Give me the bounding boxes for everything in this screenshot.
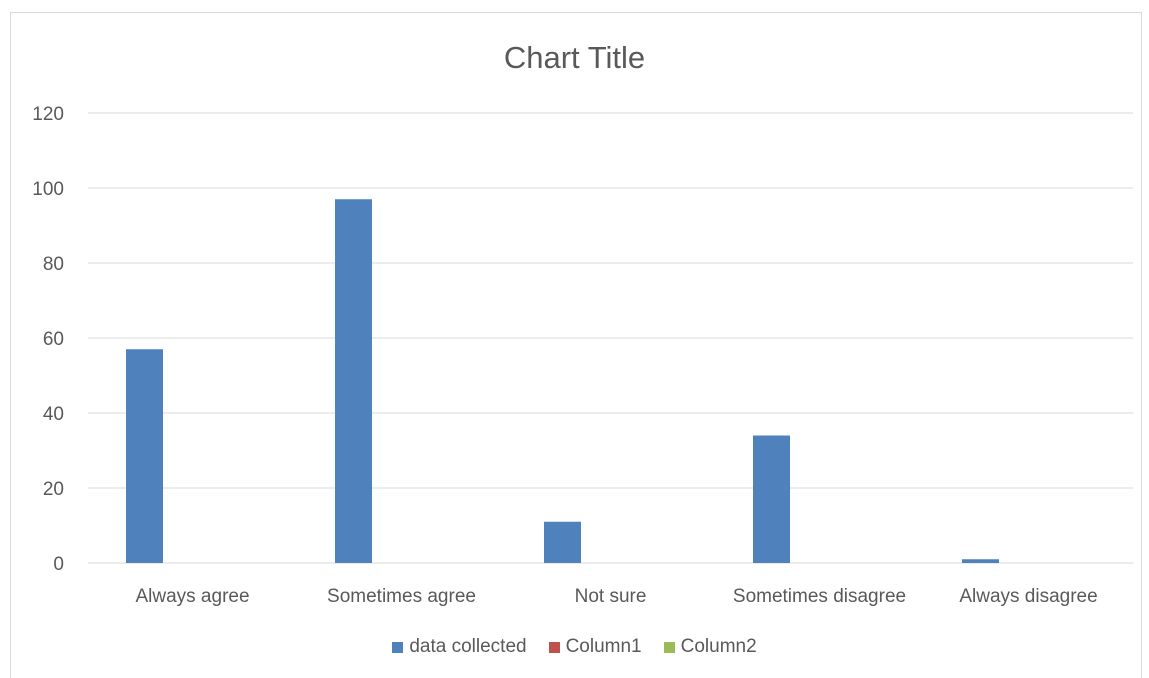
legend-item: Column1 bbox=[548, 636, 642, 658]
legend-item: Column2 bbox=[663, 636, 757, 658]
x-tick-label: Sometimes disagree bbox=[733, 586, 906, 607]
x-tick-label: Always agree bbox=[135, 586, 249, 607]
legend-label: Column1 bbox=[565, 636, 642, 657]
legend-swatch bbox=[548, 641, 560, 653]
y-tick-label: 60 bbox=[43, 329, 64, 350]
y-tick-label: 20 bbox=[43, 479, 64, 500]
x-tick-label: Not sure bbox=[575, 586, 647, 607]
bar bbox=[126, 349, 163, 563]
x-tick-label: Sometimes agree bbox=[327, 586, 476, 607]
y-tick-label: 80 bbox=[43, 254, 64, 275]
bar bbox=[335, 199, 372, 563]
chart-area bbox=[10, 12, 1142, 678]
y-tick-label: 0 bbox=[53, 554, 64, 575]
legend-label: Column2 bbox=[680, 636, 757, 657]
legend-swatch bbox=[663, 641, 675, 653]
y-tick-label: 120 bbox=[32, 104, 64, 125]
bar bbox=[962, 559, 999, 563]
legend-item: data collected bbox=[392, 636, 527, 658]
legend-swatch bbox=[392, 641, 404, 653]
y-tick-label: 40 bbox=[43, 404, 64, 425]
chart-title: Chart Title bbox=[503, 40, 646, 75]
bar bbox=[544, 521, 581, 563]
bar bbox=[753, 435, 790, 563]
legend: data collected Column1 Column2 bbox=[0, 636, 1149, 658]
y-tick-label: 100 bbox=[32, 179, 64, 200]
legend-label: data collected bbox=[409, 636, 527, 657]
x-tick-label: Always disagree bbox=[959, 586, 1097, 607]
